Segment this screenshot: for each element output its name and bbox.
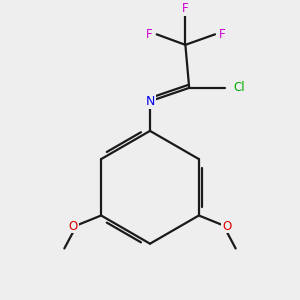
Text: F: F: [219, 28, 226, 41]
Text: O: O: [222, 220, 231, 232]
Text: O: O: [69, 220, 78, 232]
Text: Cl: Cl: [233, 81, 245, 94]
Text: F: F: [146, 28, 152, 41]
Text: F: F: [182, 2, 189, 16]
Text: N: N: [145, 95, 155, 108]
